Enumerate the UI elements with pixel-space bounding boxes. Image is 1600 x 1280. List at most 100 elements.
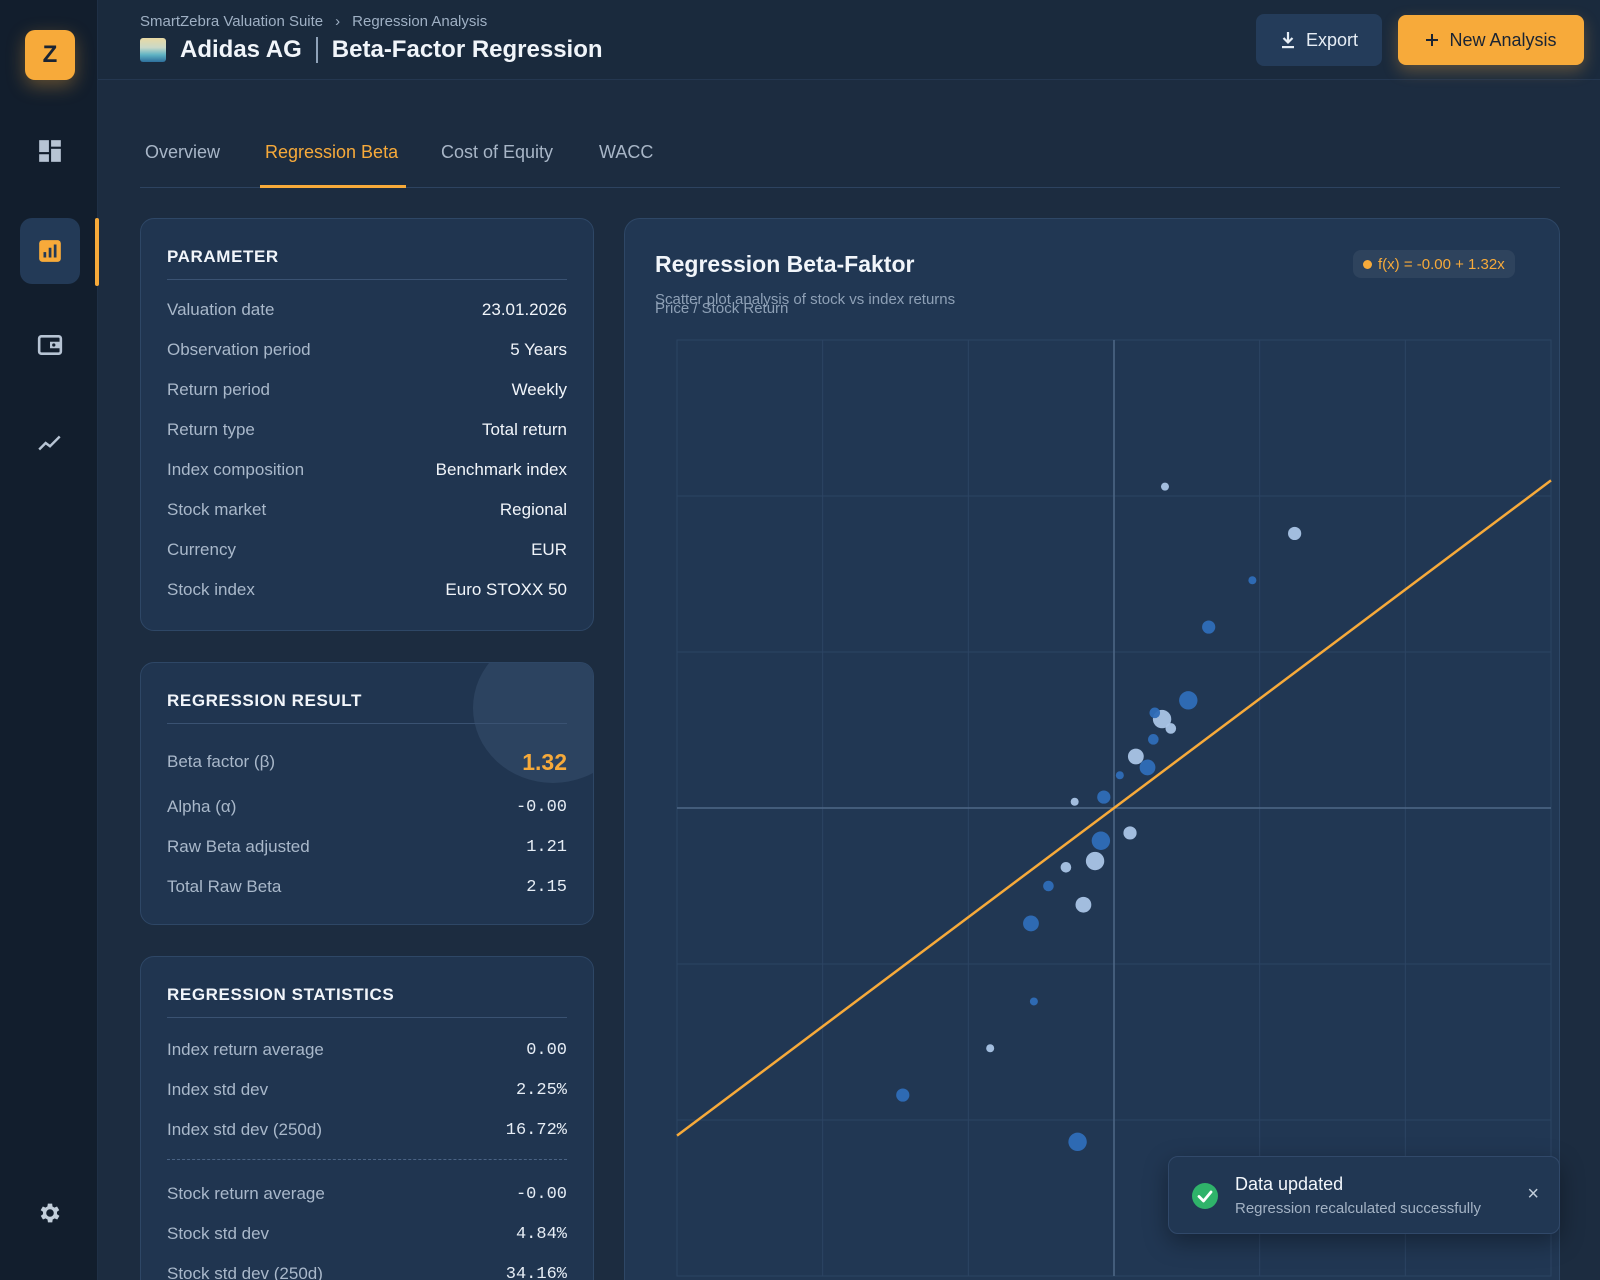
scatter-point <box>1097 790 1111 804</box>
row-value: Regional <box>499 500 567 519</box>
scatter-point <box>1127 748 1144 765</box>
row-label: Stock return average <box>167 1184 325 1203</box>
row-label: Stock std dev (250d) <box>167 1264 323 1280</box>
row-value: EUR <box>531 540 567 559</box>
top-header: SmartZebra Valuation Suite › Regression … <box>98 0 1600 80</box>
breadcrumb-item-regression[interactable]: Regression Analysis <box>352 13 488 30</box>
toast-message: Regression recalculated successfully <box>1235 1200 1481 1217</box>
check-circle-icon <box>1192 1183 1218 1209</box>
row-label: Observation period <box>167 340 311 359</box>
sidebar-item-wallet[interactable] <box>20 312 80 378</box>
trend-icon <box>38 435 61 451</box>
row-label: Alpha (α) <box>167 797 237 816</box>
scatter-point <box>1139 759 1156 776</box>
stat-row: Total Raw Beta 2.15 <box>167 874 567 900</box>
beta-row: Beta factor (β) 1.32 <box>167 747 567 777</box>
row-label: Return type <box>167 420 255 439</box>
scatter-point <box>1149 707 1161 719</box>
stat-row: Valuation date 23.01.2026 <box>167 297 567 323</box>
row-value: Benchmark index <box>435 460 567 479</box>
scatter-point <box>1160 482 1169 491</box>
page-title: Beta-Factor Regression <box>331 36 603 63</box>
scatter-point <box>1148 734 1159 745</box>
tab-wacc[interactable]: WACC <box>599 142 654 162</box>
scatter-point <box>1023 915 1039 932</box>
stat-row: Index std dev (250d) 16.72% <box>167 1117 567 1143</box>
regression-statistics-card: REGRESSION STATISTICS Index return avera… <box>140 956 594 1280</box>
sidebar-item-settings[interactable] <box>20 1180 80 1246</box>
export-label: Export <box>1305 29 1359 50</box>
tab-bar: Overview Regression Beta Cost of Equity … <box>140 128 1560 188</box>
row-label: Index std dev (250d) <box>167 1120 322 1139</box>
tab-regression-beta[interactable]: Regression Beta <box>265 142 399 162</box>
scatter-point <box>1165 723 1177 734</box>
app-logo[interactable]: Z <box>25 30 75 80</box>
section-divider <box>167 1159 567 1160</box>
title-row: Adidas AG Beta-Factor Regression <box>140 36 603 64</box>
row-value: -0.00 <box>515 1184 567 1204</box>
chart-card: Regression Beta-Faktor Scatter plot anal… <box>624 218 1560 1280</box>
statistics-title: REGRESSION STATISTICS <box>167 985 395 1004</box>
row-label: Index std dev <box>167 1080 269 1099</box>
sidebar-item-regression[interactable] <box>20 218 80 284</box>
row-value: 23.01.2026 <box>481 300 567 319</box>
stat-row: Stock index Euro STOXX 50 <box>167 577 567 603</box>
scatter-point <box>1075 896 1092 913</box>
row-label: Currency <box>167 540 236 559</box>
dashboard-icon <box>39 140 61 162</box>
row-value: 0.00 <box>526 1040 567 1060</box>
stat-row: Return period Weekly <box>167 377 567 403</box>
scatter-point <box>1202 620 1216 634</box>
toast-title: Data updated <box>1235 1174 1344 1194</box>
stat-row: Index std dev 2.25% <box>167 1077 567 1103</box>
new-analysis-button[interactable]: New Analysis <box>1398 15 1584 65</box>
export-button[interactable]: Export <box>1256 14 1382 66</box>
scatter-point <box>1091 831 1111 850</box>
stat-row: Stock std dev (250d) 34.16% <box>167 1261 567 1280</box>
regression-line <box>676 479 1552 1137</box>
tab-overview[interactable]: Overview <box>145 142 221 162</box>
download-icon <box>1281 32 1294 49</box>
stat-row: Raw Beta adjusted 1.21 <box>167 834 567 860</box>
chart-title: Regression Beta-Faktor <box>655 251 915 277</box>
row-value: 5 Years <box>510 340 567 359</box>
formula-dot-icon <box>1363 259 1372 269</box>
row-value: -0.00 <box>515 797 567 817</box>
row-label: Stock index <box>167 580 255 599</box>
stat-row: Alpha (α) -0.00 <box>167 794 567 820</box>
gear-icon <box>40 1203 60 1223</box>
toast-notification: Data updated Regression recalculated suc… <box>1168 1156 1560 1234</box>
scatter-point <box>1179 691 1198 710</box>
company-logo <box>140 38 166 62</box>
row-label: Stock market <box>167 500 267 519</box>
parameter-card: PARAMETER Valuation date 23.01.2026 Observ… <box>140 218 594 631</box>
plus-icon <box>1426 34 1439 46</box>
regression-formula-badge: f(x) = -0.00 + 1.32x <box>1353 250 1515 278</box>
beta-value: 1.32 <box>522 748 567 775</box>
parameter-title: PARAMETER <box>167 247 279 266</box>
stat-row: Return type Total return <box>167 417 567 443</box>
row-label: Index composition <box>167 460 305 479</box>
row-value: 1.21 <box>526 837 567 857</box>
breadcrumb-separator: › <box>335 13 341 30</box>
sidebar-item-dashboard[interactable] <box>20 118 80 184</box>
tab-cost-of-equity[interactable]: Cost of Equity <box>441 142 554 162</box>
breadcrumb-item-suite[interactable]: SmartZebra Valuation Suite <box>140 13 324 30</box>
stat-row: Stock return average -0.00 <box>167 1181 567 1207</box>
scatter-point <box>896 1088 910 1102</box>
logo-letter: Z <box>42 41 58 68</box>
scatter-point <box>1115 771 1124 780</box>
scatter-plot[interactable] <box>625 219 1560 1280</box>
stat-row: Index composition Benchmark index <box>167 457 567 483</box>
sidebar-item-trends[interactable] <box>20 410 80 476</box>
result-title: REGRESSION RESULT <box>167 691 363 710</box>
chart-y-axis-label: Price / Stock Return <box>655 300 789 317</box>
row-value: Euro STOXX 50 <box>445 580 567 599</box>
row-value: Total return <box>481 420 567 439</box>
row-value: Weekly <box>511 380 567 399</box>
row-label: Raw Beta adjusted <box>167 837 310 856</box>
row-label: Valuation date <box>167 300 275 319</box>
close-icon[interactable]: × <box>1527 1183 1539 1205</box>
row-value: 34.16% <box>505 1264 567 1280</box>
company-name: Adidas AG <box>180 36 302 63</box>
